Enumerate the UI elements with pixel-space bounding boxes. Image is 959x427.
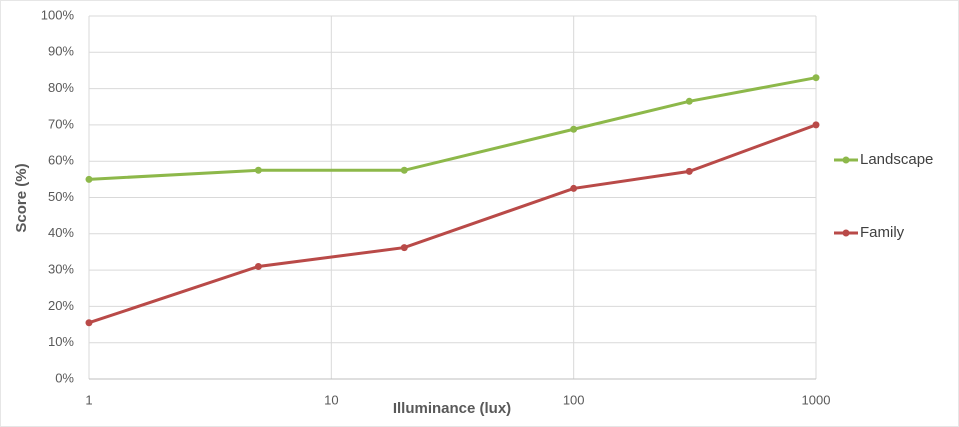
y-tick-label: 30% <box>48 262 74 277</box>
legend-label: Family <box>860 224 905 241</box>
legend-marker <box>842 156 850 164</box>
data-point <box>254 262 262 270</box>
data-point <box>85 319 93 327</box>
y-tick-label: 90% <box>48 44 74 59</box>
x-tick-label: 1 <box>85 392 92 407</box>
y-tick-label: 60% <box>48 153 74 168</box>
legend-marker <box>842 229 850 237</box>
series-line <box>88 76 817 181</box>
data-point <box>812 74 820 82</box>
y-tick-label: 40% <box>48 225 74 240</box>
data-point <box>400 244 408 252</box>
y-axis-title: Score (%) <box>13 163 30 232</box>
y-tick-label: 70% <box>48 116 74 131</box>
y-tick-label: 20% <box>48 298 74 313</box>
data-point <box>685 97 693 105</box>
y-tick-label: 10% <box>48 334 74 349</box>
data-point <box>254 166 262 174</box>
data-point <box>685 167 693 175</box>
data-point <box>85 175 93 183</box>
y-tick-label: 100% <box>41 7 75 22</box>
x-axis-title: Illuminance (lux) <box>393 400 511 417</box>
legend-label: Landscape <box>860 151 933 168</box>
y-tick-label: 50% <box>48 189 74 204</box>
y-tick-label: 0% <box>55 370 74 385</box>
data-point <box>400 166 408 174</box>
data-point <box>570 184 578 192</box>
x-tick-label: 10 <box>324 392 338 407</box>
x-tick-label: 1000 <box>802 392 831 407</box>
data-point <box>570 125 578 133</box>
data-point <box>812 121 820 129</box>
x-tick-label: 100 <box>563 392 585 407</box>
y-tick-label: 80% <box>48 80 74 95</box>
series-line <box>88 123 817 325</box>
